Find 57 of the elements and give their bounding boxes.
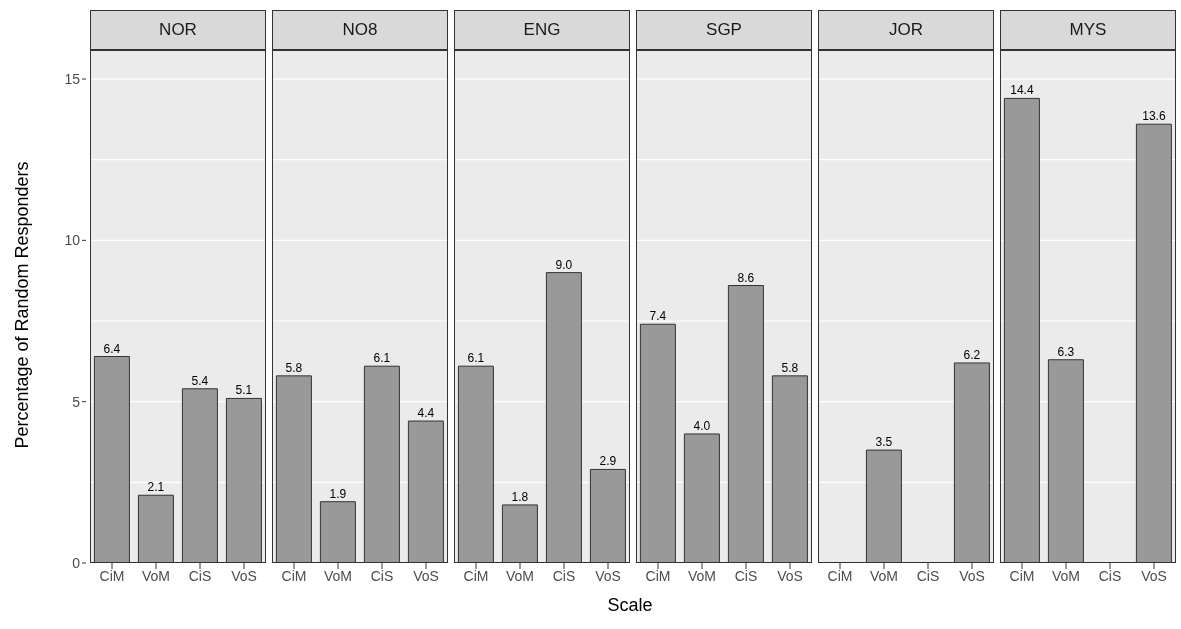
data-label: 13.6 xyxy=(1142,109,1166,124)
data-label: 6.2 xyxy=(963,347,981,362)
x-tick-label: CiS xyxy=(1098,567,1122,584)
x-tick-label: CiS xyxy=(370,567,394,584)
x-tick-label: VoM xyxy=(1051,567,1081,584)
data-label: 1.8 xyxy=(511,489,529,504)
x-tick-label: VoS xyxy=(231,567,257,584)
y-tick-label: 5 xyxy=(72,393,81,410)
data-label: 7.4 xyxy=(649,309,667,324)
x-tick-label: CiS xyxy=(734,567,758,584)
data-label: 5.4 xyxy=(191,373,209,388)
y-tick-label: 0 xyxy=(72,555,81,571)
x-tick-label: VoS xyxy=(413,567,439,584)
data-label: 5.8 xyxy=(781,360,799,375)
x-tick-label: VoS xyxy=(1141,567,1167,584)
x-tick-label: VoM xyxy=(869,567,899,584)
data-label: 2.1 xyxy=(147,480,165,495)
chart-title: NO8 xyxy=(342,20,378,40)
x-tick-label: VoM xyxy=(323,567,353,584)
x-tick-label: VoM xyxy=(687,567,717,584)
data-label: 8.6 xyxy=(737,270,755,285)
data-label: 5.1 xyxy=(235,383,253,398)
data-label: 2.9 xyxy=(599,454,617,469)
y-tick-label: 15 xyxy=(64,71,81,88)
x-tick-label: CiM xyxy=(645,567,671,584)
data-label: 6.1 xyxy=(373,351,391,366)
data-label: 5.8 xyxy=(285,360,303,375)
x-tick-label: VoM xyxy=(141,567,171,584)
chart-title: MYS xyxy=(1069,20,1107,40)
x-tick-label: CiS xyxy=(188,567,212,584)
chart-title: NOR xyxy=(159,20,197,40)
data-label: 14.4 xyxy=(1010,83,1034,98)
x-tick-label: VoS xyxy=(959,567,985,584)
x-axis-title: Scale xyxy=(607,595,653,615)
x-tick-label: VoM xyxy=(505,567,535,584)
chart-title: SGP xyxy=(706,20,742,40)
x-tick-label: CiM xyxy=(827,567,853,584)
x-tick-label: CiM xyxy=(281,567,307,584)
y-tick-label: 10 xyxy=(64,232,81,249)
x-tick-label: CiM xyxy=(463,567,489,584)
x-tick-label: CiM xyxy=(99,567,125,584)
data-label: 6.4 xyxy=(103,341,121,356)
data-label: 4.0 xyxy=(693,418,711,433)
data-label: 6.1 xyxy=(467,351,485,366)
data-label: 9.0 xyxy=(555,257,573,272)
x-tick-label: VoS xyxy=(777,567,803,584)
x-tick-label: CiS xyxy=(552,567,576,584)
x-tick-label: CiS xyxy=(916,567,940,584)
y-axis-title: Percentage of Random Responders xyxy=(11,160,32,449)
x-tick-label: CiM xyxy=(1009,567,1035,584)
chart-title: JOR xyxy=(889,20,923,40)
data-label: 3.5 xyxy=(875,435,893,450)
data-label: 1.9 xyxy=(329,486,347,501)
data-label: 6.3 xyxy=(1057,344,1075,359)
data-label: 4.4 xyxy=(417,406,435,421)
x-tick-label: VoS xyxy=(595,567,621,584)
chart-title: ENG xyxy=(523,20,561,40)
